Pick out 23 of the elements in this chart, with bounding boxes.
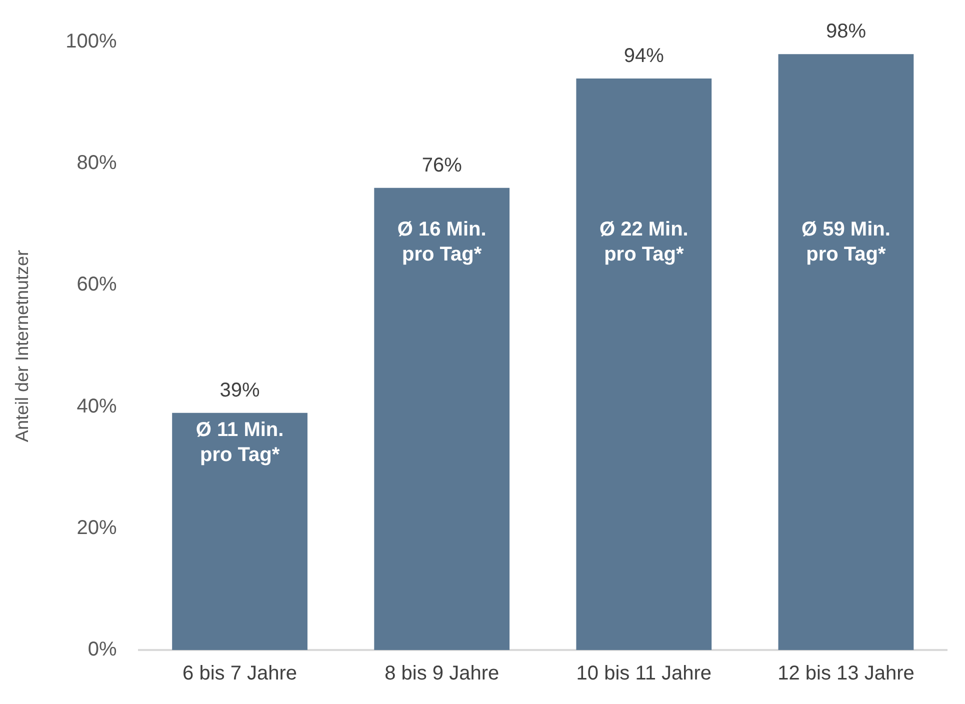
data-label: 94% bbox=[624, 44, 664, 67]
y-tick-label: 20% bbox=[76, 516, 117, 539]
annotation: Ø 16 Min. pro Tag* bbox=[397, 218, 486, 266]
y-tick-label: 60% bbox=[76, 274, 117, 296]
data-label: 76% bbox=[422, 154, 462, 176]
x-tick-label: 10 bis 11 Jahre bbox=[576, 662, 712, 685]
data-label: 98% bbox=[826, 20, 866, 43]
x-tick-label: 12 bis 13 Jahre bbox=[778, 662, 914, 685]
y-tick-label: 0% bbox=[88, 638, 117, 661]
bar bbox=[374, 188, 510, 650]
y-tick-label: 40% bbox=[76, 395, 117, 418]
bar bbox=[172, 412, 308, 650]
y-axis-title: Anteil der Internetnutzer bbox=[12, 250, 32, 442]
annotation: Ø 59 Min. pro Tag* bbox=[802, 218, 890, 266]
x-tick-label: 8 bis 9 Jahre bbox=[384, 662, 500, 685]
bar bbox=[778, 54, 914, 650]
y-tick-label: 100% bbox=[66, 30, 117, 53]
x-tick-label: 6 bis 7 Jahre bbox=[182, 662, 298, 685]
y-tick-label: 80% bbox=[76, 152, 117, 174]
annotation: Ø 11 Min. pro Tag* bbox=[196, 418, 284, 466]
annotation: Ø 22 Min. pro Tag* bbox=[599, 218, 688, 266]
data-label: 39% bbox=[220, 379, 260, 402]
bar bbox=[576, 78, 712, 650]
